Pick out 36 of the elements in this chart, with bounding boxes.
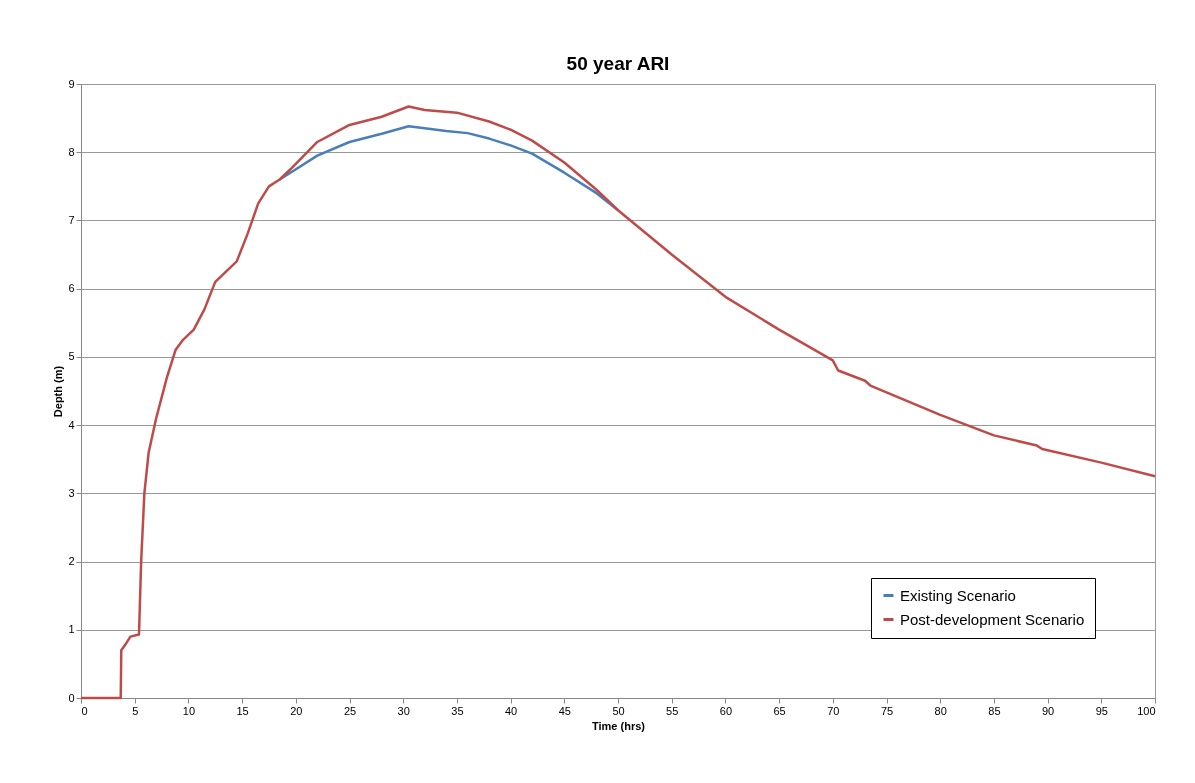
x-tick-label: 95: [1095, 704, 1108, 717]
y-tick-label: 3: [68, 486, 75, 499]
y-tick-label: 0: [68, 691, 75, 704]
x-tick-label: 80: [934, 704, 947, 717]
legend-label: Post-development Scenario: [900, 610, 1085, 628]
x-tick-label: 60: [719, 704, 733, 717]
x-tick-label: 25: [343, 704, 357, 717]
y-tick-label: 2: [68, 555, 75, 568]
x-tick-label: 70: [827, 704, 840, 717]
x-tick-label: 30: [397, 704, 410, 717]
x-tick-label: 35: [451, 704, 464, 717]
y-tick-label: 9: [68, 77, 75, 90]
legend-label: Existing Scenario: [900, 586, 1016, 604]
x-tick-label: 20: [290, 704, 303, 717]
x-tick-label: 100: [1137, 704, 1156, 717]
y-tick-label: 8: [68, 145, 75, 158]
x-tick-label: 55: [666, 704, 679, 717]
x-tick-label: 10: [182, 704, 196, 717]
x-tick-label: 65: [773, 704, 786, 717]
x-tick-label: 50: [612, 704, 625, 717]
chart-title: 50 year ARI: [566, 53, 670, 74]
x-tick-label: 15: [236, 704, 249, 717]
y-axis-title: Depth (m): [52, 365, 65, 418]
y-tick-label: 7: [68, 213, 75, 226]
x-tick-label: 85: [988, 704, 1001, 717]
x-axis-title: Time (hrs): [592, 719, 646, 732]
y-tick-label: 1: [68, 623, 75, 636]
x-tick-label: 40: [504, 704, 518, 717]
y-tick-label: 6: [68, 282, 75, 295]
x-tick-label: 75: [880, 704, 894, 717]
y-tick-label: 5: [68, 350, 75, 363]
x-tick-label: 0: [81, 704, 88, 717]
x-tick-label: 90: [1041, 704, 1055, 717]
y-tick-label: 4: [68, 418, 75, 431]
x-tick-label: 45: [558, 704, 571, 717]
x-tick-label: 5: [132, 704, 139, 717]
